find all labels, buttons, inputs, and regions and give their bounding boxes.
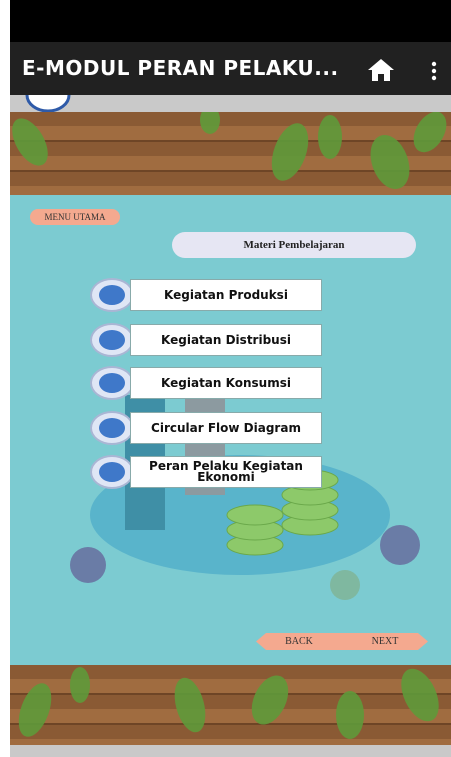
home-icon[interactable] [366, 57, 396, 83]
menu-utama-button[interactable]: MENU UTAMA [30, 209, 120, 225]
app-title: E-MODUL PERAN PELAKU... [22, 56, 339, 80]
next-button[interactable]: NEXT [342, 633, 428, 650]
bottom-bar [10, 745, 451, 757]
status-bar [10, 0, 451, 42]
screen: E-MODUL PERAN PELAKU... MENU UTAMA Mater… [0, 0, 451, 757]
menu-item[interactable]: Kegiatan Distribusi [130, 324, 322, 356]
leaves [10, 665, 451, 745]
wood-footer [10, 665, 451, 745]
leaves [10, 112, 451, 195]
back-button[interactable]: BACK [256, 633, 342, 650]
logo-strip [10, 95, 451, 112]
item-bullet [90, 323, 134, 357]
wood-banner [10, 112, 451, 195]
menu-item[interactable]: Peran Pelaku Kegiatan Ekonomi [130, 456, 322, 488]
item-bullet [90, 411, 134, 445]
item-bullet [90, 366, 134, 400]
menu-item[interactable]: Kegiatan Konsumsi [130, 367, 322, 399]
logo [25, 95, 71, 112]
section-title: Materi Pembelajaran [172, 232, 416, 258]
menu-item[interactable]: Kegiatan Produksi [130, 279, 322, 311]
menu-icon[interactable] [430, 60, 438, 82]
item-bullet [90, 278, 134, 312]
menu-item[interactable]: Circular Flow Diagram [130, 412, 322, 444]
item-bullet [90, 455, 134, 489]
